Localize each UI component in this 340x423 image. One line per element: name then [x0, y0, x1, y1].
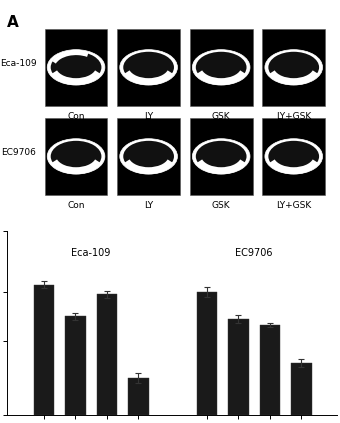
Circle shape — [120, 139, 177, 174]
Circle shape — [51, 141, 101, 172]
Bar — [190, 118, 253, 195]
Bar — [228, 319, 249, 415]
Bar — [117, 29, 180, 106]
Circle shape — [192, 139, 250, 174]
Circle shape — [123, 141, 174, 172]
Text: Eca-109: Eca-109 — [71, 248, 111, 258]
Bar — [65, 316, 86, 415]
Text: LY: LY — [144, 112, 153, 121]
Circle shape — [47, 139, 105, 174]
Text: Con: Con — [67, 112, 85, 121]
Bar — [117, 118, 180, 195]
Bar — [45, 29, 107, 106]
Bar — [197, 292, 217, 415]
Text: LY+GSK: LY+GSK — [276, 112, 311, 121]
Text: GSK: GSK — [212, 201, 231, 210]
Bar — [262, 118, 325, 195]
Bar — [97, 294, 117, 415]
Bar — [260, 325, 280, 415]
Circle shape — [196, 141, 246, 172]
Text: EC9706: EC9706 — [2, 148, 36, 157]
Text: A: A — [7, 15, 19, 30]
Text: Con: Con — [67, 201, 85, 210]
Bar — [45, 118, 107, 195]
Circle shape — [120, 49, 177, 85]
Bar — [34, 285, 54, 415]
Bar — [262, 29, 325, 106]
Circle shape — [192, 49, 250, 85]
Circle shape — [47, 49, 105, 85]
Circle shape — [265, 139, 323, 174]
Circle shape — [268, 52, 319, 83]
Text: LY: LY — [144, 201, 153, 210]
Bar — [128, 378, 149, 415]
Circle shape — [51, 52, 101, 83]
Circle shape — [123, 52, 174, 83]
Circle shape — [196, 52, 246, 83]
Bar — [190, 29, 253, 106]
Text: LY+GSK: LY+GSK — [276, 201, 311, 210]
Circle shape — [268, 141, 319, 172]
Text: EC9706: EC9706 — [235, 248, 273, 258]
Text: GSK: GSK — [212, 112, 231, 121]
Circle shape — [265, 49, 323, 85]
Text: Eca-109: Eca-109 — [0, 59, 36, 68]
Bar — [291, 363, 311, 415]
